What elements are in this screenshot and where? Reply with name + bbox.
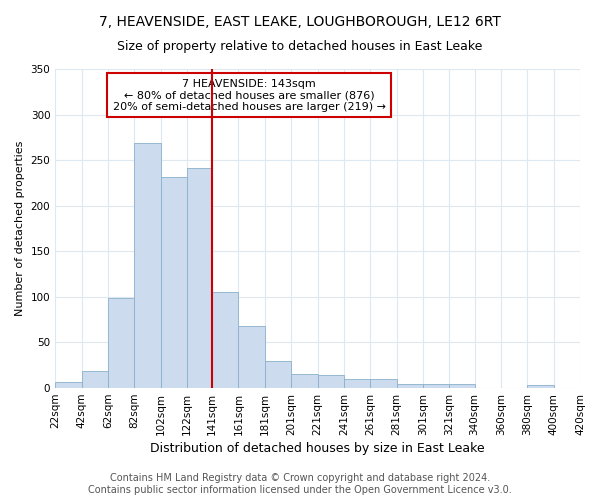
Bar [344, 379, 370, 388]
Bar [527, 386, 554, 388]
Bar [238, 326, 265, 388]
Text: Size of property relative to detached houses in East Leake: Size of property relative to detached ho… [118, 40, 482, 53]
Bar [291, 374, 317, 388]
Bar [187, 168, 212, 388]
Text: Contains HM Land Registry data © Crown copyright and database right 2024.
Contai: Contains HM Land Registry data © Crown c… [88, 474, 512, 495]
Bar [397, 384, 423, 388]
Bar [134, 143, 161, 388]
Bar [55, 382, 82, 388]
Bar [317, 376, 344, 388]
Text: 7, HEAVENSIDE, EAST LEAKE, LOUGHBOROUGH, LE12 6RT: 7, HEAVENSIDE, EAST LEAKE, LOUGHBOROUGH,… [99, 15, 501, 29]
Bar [212, 292, 238, 388]
X-axis label: Distribution of detached houses by size in East Leake: Distribution of detached houses by size … [150, 442, 485, 455]
Bar [449, 384, 475, 388]
Bar [82, 370, 108, 388]
Bar [161, 178, 187, 388]
Bar [265, 360, 291, 388]
Text: 7 HEAVENSIDE: 143sqm
← 80% of detached houses are smaller (876)
20% of semi-deta: 7 HEAVENSIDE: 143sqm ← 80% of detached h… [113, 78, 386, 112]
Bar [108, 298, 134, 388]
Bar [423, 384, 449, 388]
Y-axis label: Number of detached properties: Number of detached properties [15, 141, 25, 316]
Bar [370, 379, 397, 388]
